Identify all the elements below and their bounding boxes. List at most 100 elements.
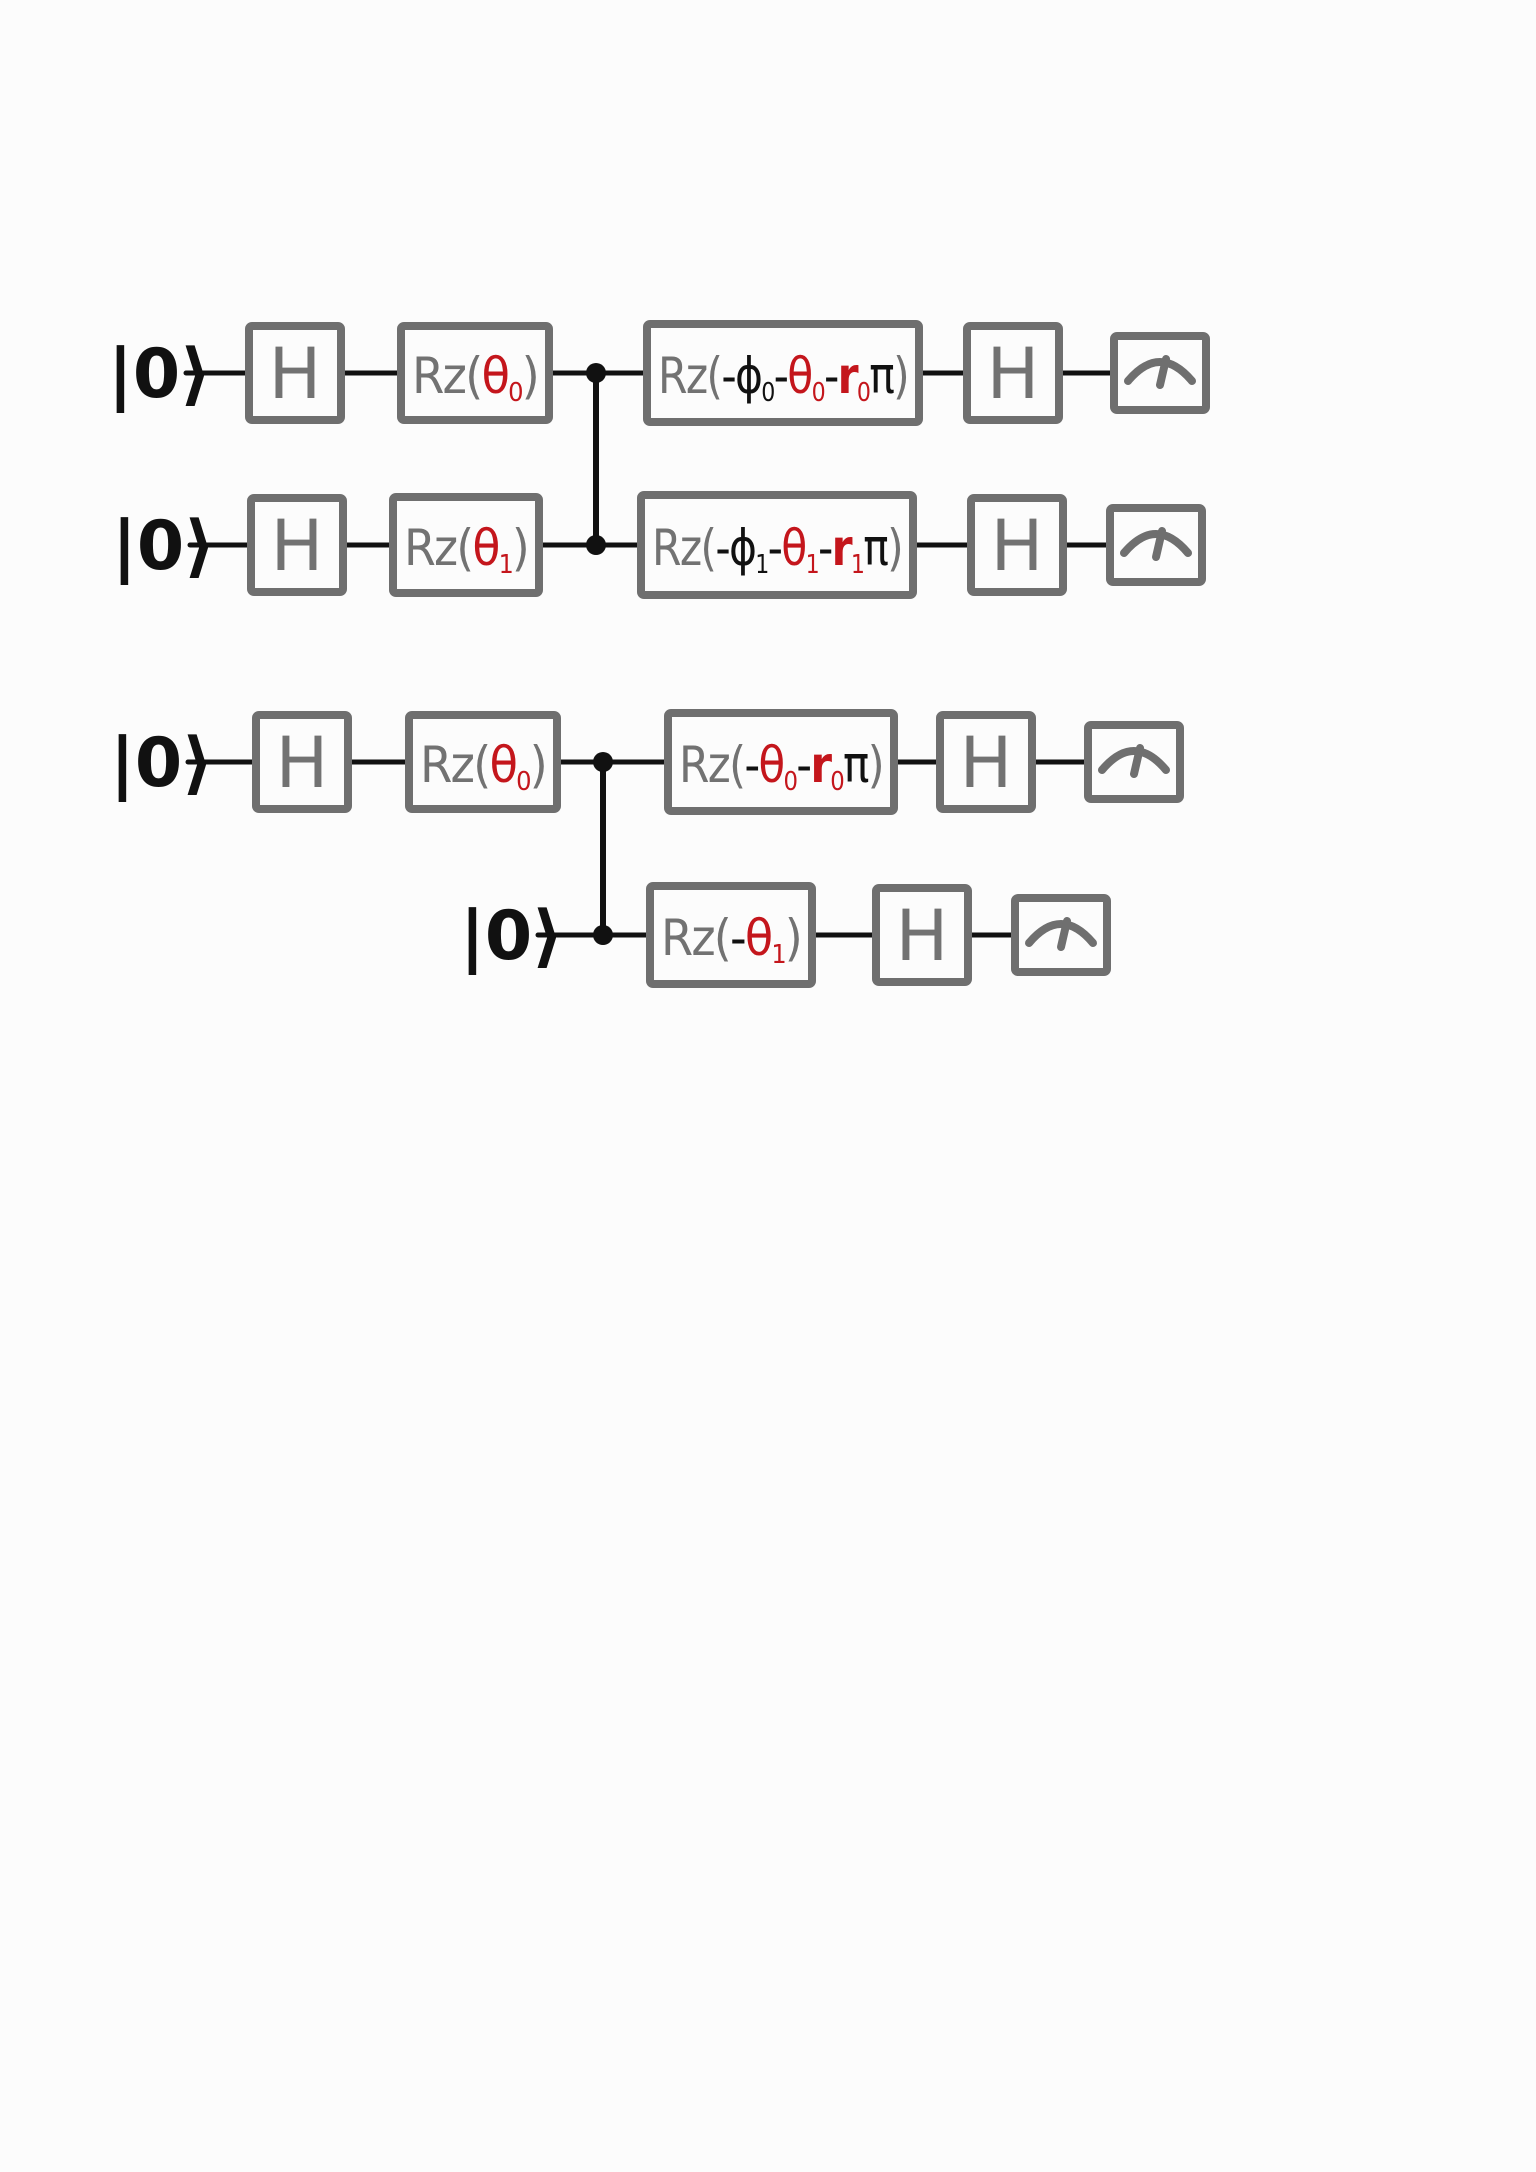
initial-state-label: |0⟩ — [108, 335, 211, 414]
rz-gate: Rz(-θ0-r0π) — [664, 709, 898, 815]
gate-label-part: ) — [530, 736, 546, 794]
gate-label-part: ) — [522, 347, 538, 405]
meter-icon — [1098, 744, 1170, 778]
hadamard-gate: H — [967, 494, 1067, 596]
gate-label-part: Rz( — [404, 519, 472, 577]
circuit-1: |0⟩ H Rz(θ0) Rz(-ϕ0-θ0-r0π) H|0⟩ H Rz(θ1) Rz(-ϕ… — [108, 320, 1210, 599]
gate-label: Rz(θ1) — [404, 519, 528, 580]
subscript: 1 — [851, 550, 864, 580]
gate-label-part: r — [838, 347, 859, 405]
gate-label-part: - — [796, 736, 810, 794]
control-dot — [593, 925, 613, 945]
hadamard-gate: H — [245, 322, 345, 424]
measurement-gate — [1106, 504, 1206, 586]
gate-label: Rz(-ϕ0-θ0-r0π) — [658, 347, 908, 408]
rz-gate: Rz(θ0) — [397, 322, 553, 424]
gate-label-part: r — [810, 736, 832, 794]
gate-label-part: - — [744, 736, 758, 794]
gate-label-part: - — [768, 519, 782, 577]
circuit-2: |0⟩ H Rz(θ0) Rz(-θ0-r0π) H|0⟩ Rz(-θ1) H — [110, 709, 1184, 988]
gate-label: Rz(-θ0-r0π) — [679, 736, 883, 797]
gate-label-part: ) — [893, 347, 908, 405]
gate-box — [389, 493, 543, 597]
gate-box — [637, 491, 917, 599]
gate-label-part: - — [730, 909, 745, 967]
gate-label-part: θ — [472, 519, 498, 577]
gate-label-part: - — [774, 347, 788, 405]
gate-label-part: Rz( — [652, 519, 715, 577]
gate-label: H — [896, 895, 949, 977]
gate-label: H — [987, 333, 1040, 415]
gate-label-part: ϕ — [735, 347, 761, 405]
gate-label-part: ) — [887, 519, 902, 577]
subscript: 0 — [857, 378, 870, 408]
gate-label-part: - — [721, 347, 735, 405]
gates-layer: |0⟩ H Rz(θ0) Rz(-ϕ0-θ0-r0π) H|0⟩ H Rz(θ1) Rz(-ϕ… — [108, 320, 1210, 988]
gate-label-part: - — [818, 519, 832, 577]
rz-gate: Rz(θ1) — [389, 493, 543, 597]
control-dot — [586, 535, 606, 555]
control-dot — [593, 752, 613, 772]
gate-label: Rz(θ0) — [412, 347, 538, 408]
gate-label-part: θ — [787, 347, 811, 405]
gate-box — [963, 322, 1063, 424]
rz-gate: Rz(-ϕ0-θ0-r0π) — [643, 320, 923, 426]
gate-label-part: Rz( — [679, 736, 744, 794]
gate-label: H — [960, 722, 1013, 804]
hadamard-gate: H — [936, 711, 1036, 813]
gate-label: H — [271, 505, 324, 587]
gate-label-part: ) — [868, 736, 883, 794]
measurement-gate — [1110, 332, 1210, 414]
gate-label: H — [276, 722, 329, 804]
meter-icon — [1124, 355, 1196, 389]
gate-label: H — [269, 333, 322, 415]
subscript: 0 — [830, 767, 843, 797]
gate-label-part: Rz( — [420, 736, 489, 794]
gate-box — [397, 322, 553, 424]
control-links-layer — [593, 370, 606, 938]
gate-box — [872, 884, 972, 986]
gate-label-part: π — [843, 736, 868, 794]
subscript: 0 — [761, 378, 774, 408]
meter-icon — [1120, 527, 1192, 561]
gate-label-part: θ — [481, 347, 508, 405]
gate-box — [405, 711, 561, 813]
subscript: 0 — [508, 378, 522, 408]
hadamard-gate: H — [247, 494, 347, 596]
subscript: 0 — [812, 378, 825, 408]
gate-box — [247, 494, 347, 596]
subscript: 1 — [806, 550, 819, 580]
subscript: 1 — [499, 550, 513, 580]
hadamard-gate: H — [252, 711, 352, 813]
control-dot — [586, 363, 606, 383]
hadamard-gate: H — [963, 322, 1063, 424]
gate-label-part: π — [869, 347, 894, 405]
gate-label-part: ϕ — [729, 519, 755, 577]
initial-state-label: |0⟩ — [110, 724, 213, 803]
gate-box — [936, 711, 1036, 813]
gate-label: Rz(-ϕ1-θ1-r1π) — [652, 519, 902, 580]
subscript: 0 — [784, 767, 797, 797]
gate-label-part: θ — [489, 736, 516, 794]
rz-gate: Rz(θ0) — [405, 711, 561, 813]
gate-label-part: - — [715, 519, 729, 577]
meter-icon — [1025, 917, 1097, 951]
gate-label-part: r — [832, 519, 853, 577]
gate-box — [967, 494, 1067, 596]
gate-label-part: ) — [785, 909, 801, 967]
gate-label-part: Rz( — [658, 347, 721, 405]
gate-label-part: Rz( — [661, 909, 730, 967]
gate-box — [664, 709, 898, 815]
measurement-gate — [1084, 721, 1184, 803]
wires-layer — [183, 370, 1208, 938]
rz-gate: Rz(-θ1) — [646, 882, 816, 988]
gate-label-part: Rz( — [412, 347, 481, 405]
gate-label-part: ) — [512, 519, 528, 577]
gate-label-part: - — [824, 347, 838, 405]
measurement-gate — [1011, 894, 1111, 976]
gate-box — [646, 882, 816, 988]
hadamard-gate: H — [872, 884, 972, 986]
gate-label: Rz(-θ1) — [661, 909, 801, 970]
gate-box — [252, 711, 352, 813]
gate-label-part: θ — [781, 519, 805, 577]
